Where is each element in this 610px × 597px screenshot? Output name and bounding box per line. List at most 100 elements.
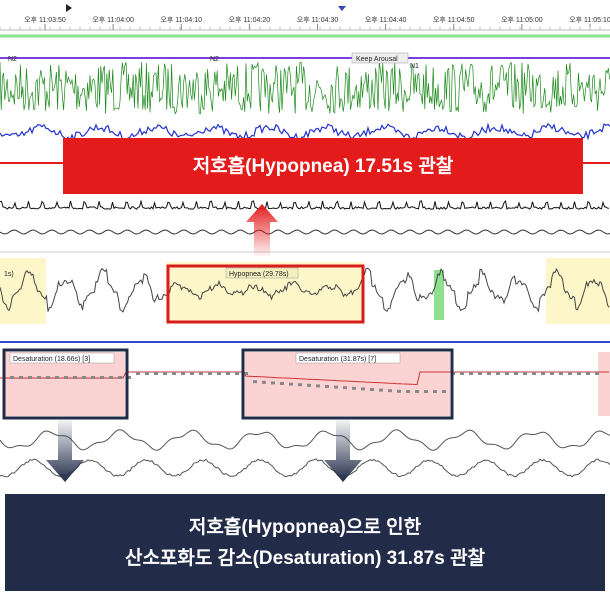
waveform	[0, 458, 610, 478]
sat-dot	[217, 372, 221, 375]
hypopnea-box	[166, 264, 365, 324]
sat-dot	[64, 376, 68, 379]
event-tag	[295, 352, 401, 364]
sat-dot	[235, 372, 239, 375]
sat-dot	[487, 372, 491, 375]
callout-text: 저호흡(Hypopnea) 17.51s 관찰	[193, 154, 454, 177]
sat-dot	[226, 372, 230, 375]
callout-text: 저호흡(Hypopnea)으로 인한	[189, 515, 422, 538]
event-label: Desaturation (31.87s) [7]	[299, 356, 376, 363]
sat-dot	[316, 384, 320, 388]
sat-dot	[37, 376, 41, 379]
sat-dot	[280, 382, 284, 385]
sat-dot	[289, 382, 293, 386]
sat-dot	[469, 372, 473, 375]
sat-dot	[595, 372, 599, 375]
sat-dot	[586, 372, 590, 375]
sat-dot	[514, 372, 518, 375]
sat-dot	[172, 372, 176, 375]
sat-dot	[28, 376, 32, 379]
sat-dot	[55, 376, 59, 379]
sat-dot	[298, 383, 302, 387]
callout-top	[63, 138, 583, 194]
stage-label: N2	[210, 56, 219, 63]
time-label: 오후 11:04:30	[297, 16, 339, 24]
sat-dot	[208, 372, 212, 375]
sat-dot	[325, 385, 329, 388]
sat-dot	[46, 376, 50, 379]
sat-dot	[415, 390, 419, 393]
sat-dot	[10, 376, 14, 379]
waveform	[0, 267, 610, 313]
sat-dot	[19, 376, 23, 379]
sat-dot	[343, 386, 347, 390]
sat-dot	[433, 390, 437, 393]
sat-dot	[496, 372, 500, 375]
down-arrow	[324, 420, 362, 482]
sat-dot	[127, 376, 131, 379]
sat-dot	[379, 388, 383, 392]
sat-dot	[154, 372, 158, 375]
sat-dot	[577, 372, 581, 375]
desat-box	[241, 348, 454, 420]
waveform	[0, 199, 610, 211]
sat-dot	[388, 389, 392, 393]
time-label: 오후 11:03:50	[24, 16, 66, 24]
event-label: Hypopnea (29.78s)	[229, 271, 289, 278]
sat-dot	[190, 372, 194, 375]
sat-dot	[334, 385, 338, 389]
sat-dot	[523, 372, 527, 375]
marker	[66, 4, 72, 12]
sat-dot	[109, 376, 113, 379]
time-label: 오후 11:04:00	[92, 16, 134, 24]
sat-dot	[442, 390, 446, 393]
sat-dot	[145, 372, 149, 375]
up-arrow	[246, 204, 278, 256]
sat-dot	[550, 372, 554, 375]
event-highlight	[546, 258, 610, 324]
event-label: 1s)	[4, 271, 14, 278]
sat-dot	[199, 372, 203, 375]
sat-dot	[253, 380, 257, 384]
sat-dot	[181, 372, 185, 375]
sat-dot	[559, 372, 563, 375]
waveform	[0, 229, 610, 235]
time-ruler: 오후 11:03:50 오후 11:04:00 오후 11:04:10 오후 11:0…	[0, 4, 610, 38]
stage-label: N1	[410, 63, 419, 70]
sat-dot	[118, 376, 122, 379]
marker	[338, 6, 346, 11]
time-label: 오후 11:04:20	[229, 16, 271, 24]
sat-dot	[244, 372, 248, 375]
sat-dot	[397, 389, 401, 393]
time-label: 오후 11:05:00	[501, 16, 543, 24]
time-label: 오후 11:04:50	[433, 16, 475, 24]
sat-dot	[136, 372, 140, 375]
callout-bottom	[5, 494, 605, 591]
sat-dot	[163, 372, 167, 375]
stage-box	[351, 52, 409, 64]
sat-dot	[424, 390, 428, 393]
sat-dot	[361, 387, 365, 391]
sat-dot	[271, 381, 275, 385]
sat-dot	[541, 372, 545, 375]
sat-dot	[352, 386, 356, 390]
waveform	[0, 122, 610, 143]
event-highlight	[434, 270, 444, 320]
sat-dot	[532, 372, 536, 375]
sat-dot	[73, 376, 77, 379]
sat-dot	[370, 388, 374, 391]
sat-dot	[460, 372, 464, 375]
sat-dot	[91, 376, 95, 379]
time-label: 오후 11:04:40	[365, 16, 407, 24]
down-arrow	[46, 420, 84, 482]
sat-dot	[100, 376, 104, 379]
event-label: Desaturation (18.66s) [3]	[13, 356, 90, 363]
time-label: 오후 11:04:10	[160, 16, 202, 24]
stage-label: N2	[8, 56, 17, 63]
sat-dot	[262, 380, 266, 384]
callout-text: 산소포화도 감소(Desaturation) 31.87s 관찰	[125, 547, 486, 569]
sat-dot	[505, 372, 509, 375]
waveform	[0, 61, 610, 115]
time-label: 오후 11:05:10	[569, 16, 610, 24]
sat-dot	[82, 376, 86, 379]
